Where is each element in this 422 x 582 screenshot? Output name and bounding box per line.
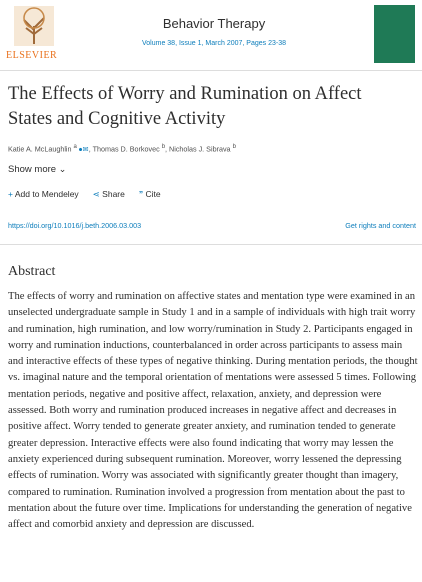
rights-link[interactable]: Get rights and content — [345, 221, 416, 230]
divider — [0, 70, 422, 71]
title-line: The Effects of Worry and Rumination on A… — [8, 84, 362, 104]
author-name[interactable]: Thomas D. Borkovec — [92, 144, 160, 154]
affiliation[interactable]: b — [161, 144, 166, 150]
action-label[interactable]: Cite — [145, 189, 161, 199]
journal-cover[interactable] — [374, 5, 415, 63]
affiliation[interactable]: b — [232, 144, 236, 150]
action-label[interactable]: Add to Mendeley — [14, 189, 79, 199]
publisher-logo — [14, 6, 54, 46]
action-mendeley[interactable]: + Add to Mendeley — [8, 189, 79, 199]
article-title: The Effects of Worry and Rumination on A… — [8, 82, 418, 132]
abstract-text: The effects of worry and rumination on a… — [8, 291, 418, 531]
publisher-name[interactable]: ELSEVIER — [6, 50, 58, 61]
action-cite[interactable]: ” Cite — [138, 189, 161, 199]
actions: + Add to Mendeley ⋖ Share ” Cite — [8, 189, 161, 200]
abstract-heading: Abstract — [8, 264, 56, 279]
show-more-label[interactable]: Show more — [8, 164, 57, 175]
action-label[interactable]: Share — [102, 189, 125, 199]
authors: Katie A. McLaughlin a ●✉, Thomas D. Bork… — [8, 144, 236, 154]
author-name[interactable]: Katie A. McLaughlin — [8, 144, 72, 154]
journal-title[interactable]: Behavior Therapy — [162, 16, 266, 31]
action-share[interactable]: ⋖ Share — [92, 189, 125, 199]
author-name[interactable]: Nicholas J. Sibrava — [169, 144, 231, 154]
doi-link[interactable]: https://doi.org/10.1016/j.beth.2006.03.0… — [8, 221, 142, 230]
show-more[interactable]: Show more ⌄ — [8, 164, 67, 175]
affiliation[interactable]: a — [73, 144, 77, 150]
journal-citation[interactable]: Volume 38, Issue 1, March 2007, Pages 23… — [142, 40, 286, 47]
divider — [0, 244, 422, 245]
title-line: States and Cognitive Activity — [8, 109, 226, 129]
